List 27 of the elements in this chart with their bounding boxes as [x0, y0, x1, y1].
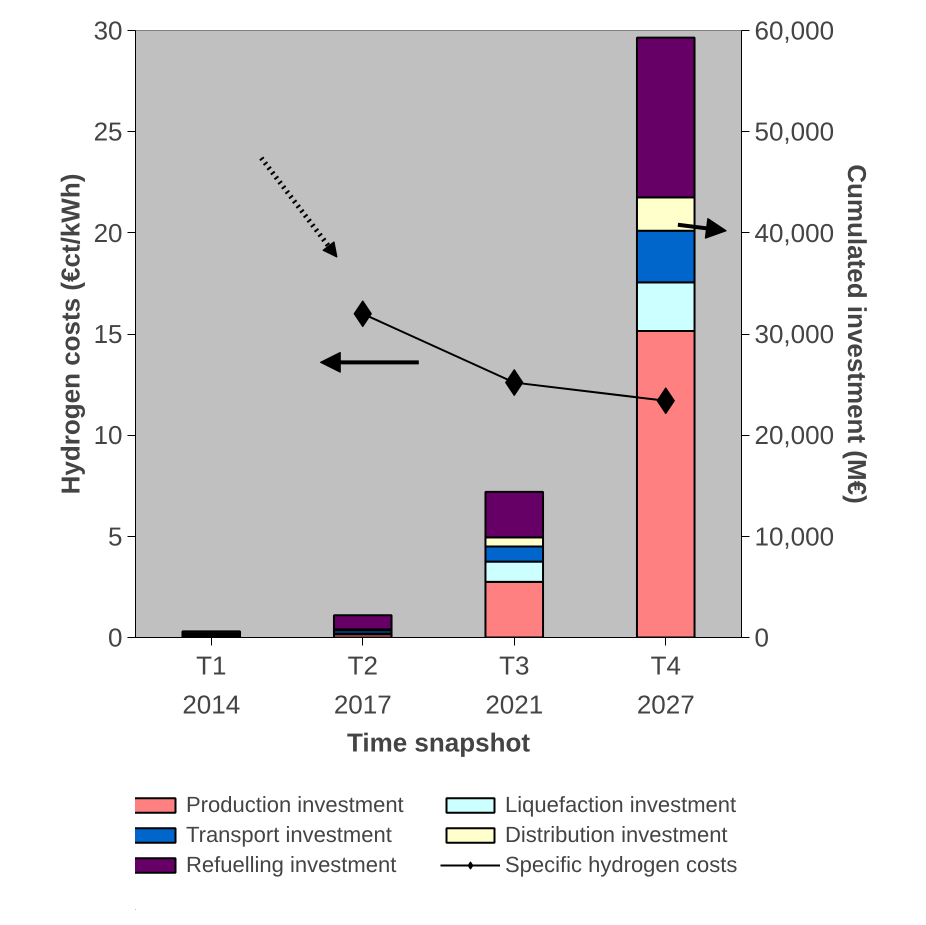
- x-tick-label: T1 2014: [182, 650, 240, 720]
- y-tick-label: 25: [94, 116, 122, 147]
- x-axis-title: Time snapshot: [347, 728, 530, 758]
- y-tick-label: 30: [94, 16, 122, 46]
- y-tick-label: 0: [108, 622, 123, 652]
- y2-tick-label: 0: [754, 622, 769, 652]
- legend-label: Refuelling investment: [186, 852, 398, 878]
- y2-tick-label: 50,000: [754, 116, 834, 147]
- y-tick-label: 15: [94, 319, 122, 349]
- y2-tick-label: 10,000: [754, 521, 834, 552]
- y2-axis-title: Cumulated investment (M€): [842, 164, 872, 504]
- x-tick-label: T4 2027: [636, 650, 695, 720]
- x-tick-label: T3 2021: [485, 650, 544, 720]
- y2-tick-label: 30,000: [754, 319, 834, 349]
- y-tick-label: 10: [94, 420, 122, 450]
- y-axis-title: Hydrogen costs (€ct/kWh): [56, 174, 86, 494]
- y2-tick-label: 40,000: [754, 218, 834, 248]
- y2-tick-label: 20,000: [754, 420, 834, 450]
- legend-label: Transport investment: [186, 822, 393, 848]
- legend-label: Production investment: [186, 792, 405, 818]
- y-tick-label: 5: [108, 521, 123, 552]
- legend-label: Specific hydrogen costs: [505, 852, 738, 878]
- y-tick-label: 20: [94, 218, 122, 248]
- legend-label: Liquefaction investment: [505, 792, 738, 818]
- y2-tick-label: 60,000: [754, 16, 834, 46]
- x-tick-label: T2 2017: [334, 650, 392, 720]
- legend-label: Distribution investment: [505, 822, 729, 848]
